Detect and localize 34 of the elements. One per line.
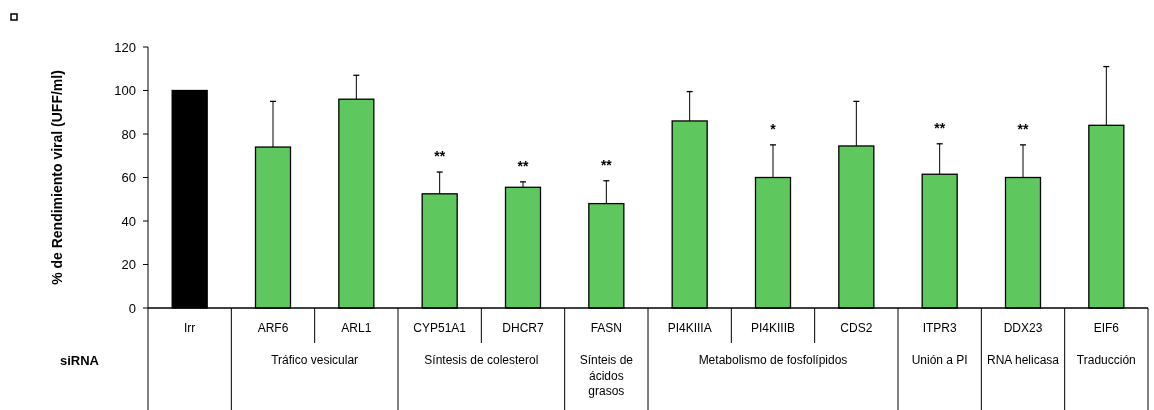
data-label: ** [600,156,613,173]
y-tick-label: 120 [114,39,136,55]
y-tick-label: 60 [121,170,136,186]
y-tick-label: 100 [114,83,136,99]
x-tick-label: FASN [590,321,623,336]
x-tick-label: CYP51A1 [413,321,467,336]
y-axis-title: % de Rendimiento viral (UFF/ml) [49,70,65,285]
text: RNA helicasa [986,353,1060,368]
text: Metabolismo de fosfolípidos [698,353,848,368]
x-tick-label: EIF6 [1093,321,1120,336]
data-label: * [770,120,777,137]
text: Traducción [1076,353,1136,368]
y-tick-label: 20 [121,257,136,273]
x-tick-label: DDX23 [1003,321,1043,336]
text: Síntesis de colesterol [424,353,539,368]
x-tick-label: ARL1 [341,321,372,336]
text: Unión a PI [911,353,968,368]
text: Sínteis de ácidos grasos [579,353,634,399]
y-tick-label: 40 [121,213,136,229]
x-tick-label: ARF6 [257,321,289,336]
x-tick-label: ITPR3 [922,321,957,336]
x-tick-label: CDS2 [840,321,873,336]
x-tick-label: Irr [184,321,196,336]
x-tick-label: PI4KIIIA [667,321,712,336]
data-label: ** [434,147,446,164]
data-label: ** [934,119,946,136]
text: Tráfico vesicular [271,353,359,368]
x-tick-label: DHCR7 [502,321,544,336]
x-axis-title: siRNA [60,352,100,368]
data-label: ** [517,157,529,174]
x-tick-label: PI4KIIIB [750,321,796,336]
y-tick-label: 80 [121,126,136,142]
y-tick-label: 0 [128,300,136,316]
data-label: ** [1017,120,1029,137]
